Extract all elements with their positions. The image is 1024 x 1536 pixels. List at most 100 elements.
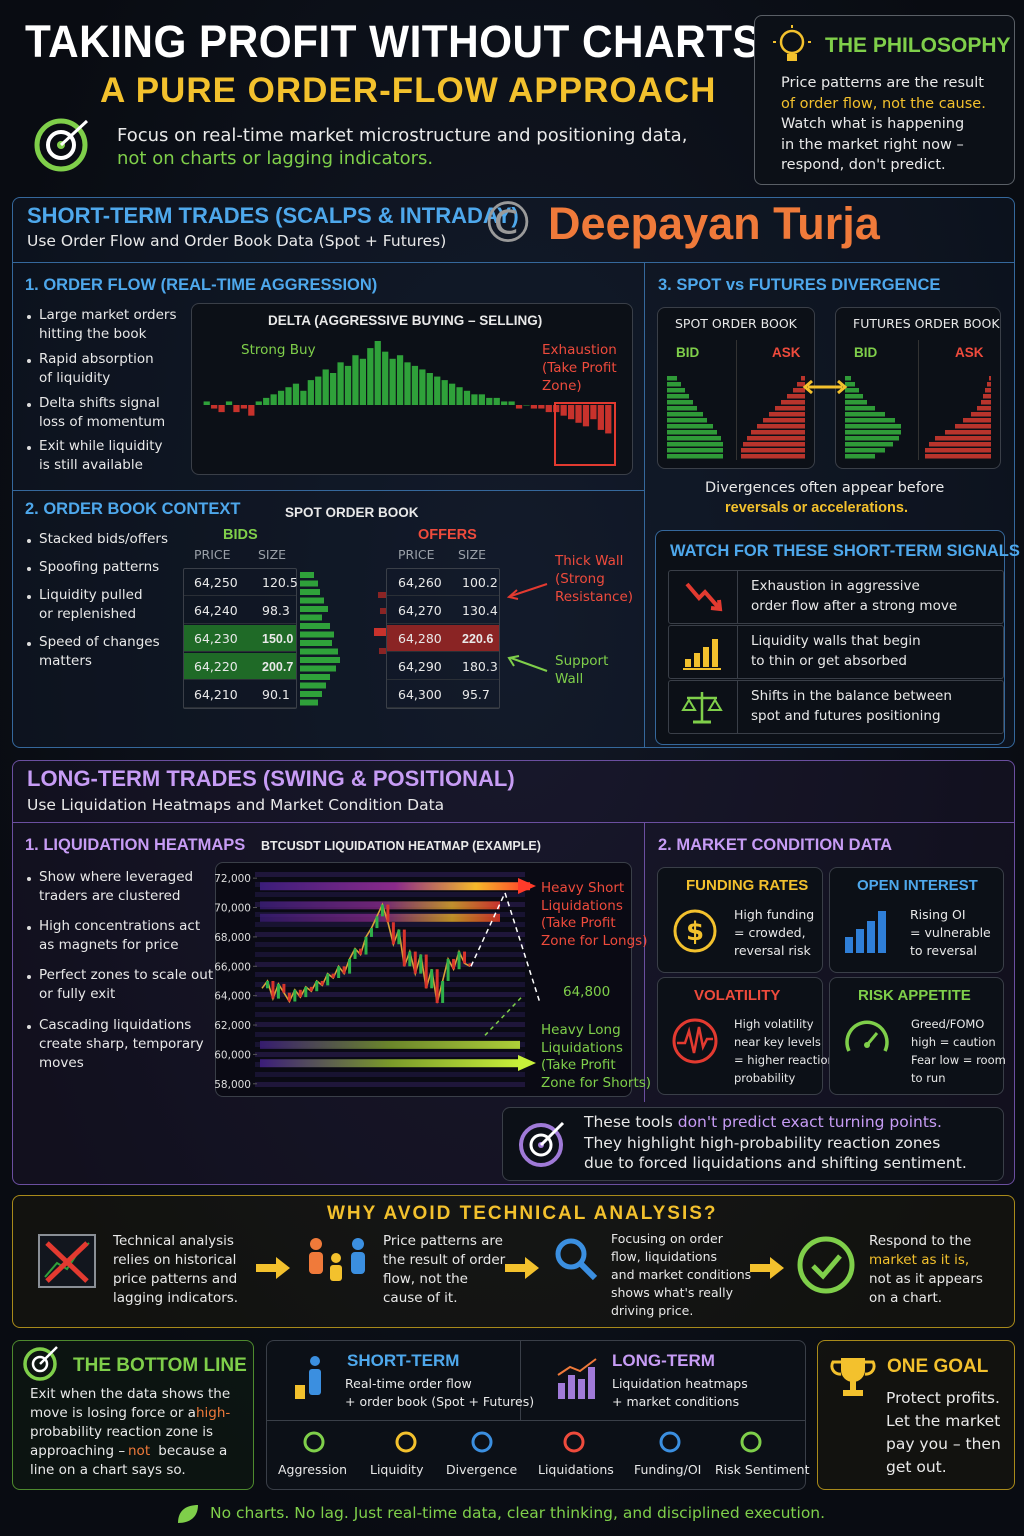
- bullet-text: Cascading liquidations: [39, 1017, 192, 1033]
- why-panel: [12, 1195, 1015, 1328]
- depth-illustration-part: [741, 454, 805, 459]
- bottom-line-text: probability reaction zone is: [30, 1424, 214, 1440]
- note-highlight: don't predict exact turning points.: [677, 1113, 942, 1131]
- market-title: VOLATILITY: [694, 987, 781, 1004]
- market-text: near key levels: [734, 1035, 821, 1049]
- signal-icon: [685, 582, 723, 612]
- heat-haze: [255, 982, 525, 987]
- bullet-dot: [27, 595, 31, 599]
- delta-bar: [277, 390, 285, 405]
- candle: [413, 951, 417, 974]
- delta-bar: [307, 380, 314, 405]
- watermark-name: Deepayan Turja: [548, 198, 880, 249]
- wall-annotation: Resistance): [555, 589, 634, 605]
- tag-icon: [659, 1431, 681, 1453]
- summary-text: Liquidation heatmaps: [612, 1376, 748, 1391]
- candle: [331, 973, 335, 979]
- note-text: They highlight high-probability reaction…: [584, 1134, 941, 1152]
- why-chart-icon: [38, 1234, 96, 1288]
- book-divider: [736, 340, 737, 460]
- bullet-text: Exit while liquidity: [39, 438, 163, 454]
- chart-annotation: Exhaustion: [542, 342, 617, 358]
- bid-depth-part: [300, 597, 324, 604]
- heat-haze: [255, 892, 525, 897]
- delta-bar: [337, 362, 344, 405]
- candle: [408, 951, 412, 967]
- heatmap-annotation: Zone for Longs): [541, 932, 648, 949]
- price-cell: 64,260: [398, 575, 442, 590]
- heat-haze: [255, 1072, 525, 1077]
- short-liquidation-band: [260, 882, 530, 891]
- why-chart-icon-part: [45, 1241, 89, 1283]
- why-check-icon-part: [797, 1236, 855, 1294]
- summary-text: + order book (Spot + Futures): [345, 1394, 535, 1409]
- candle: [315, 980, 319, 992]
- delta-bar: [411, 365, 419, 405]
- candle: [271, 980, 275, 999]
- focus-text: not on charts or lagging indicators.: [117, 148, 434, 169]
- projection: [484, 995, 524, 1036]
- depth-illustration-part: [845, 400, 867, 405]
- philosophy-title: THE PHILOSOPHY: [825, 34, 1011, 57]
- wall-arrow: [506, 583, 548, 600]
- wall-arrow-part: [510, 657, 548, 672]
- wall-arrow-part: [510, 583, 548, 597]
- heat-haze: [255, 952, 525, 957]
- ask-depth-part: [379, 648, 386, 654]
- depth-illustration-part: [741, 448, 805, 453]
- bullet-dot: [27, 642, 31, 646]
- watermark-symbol: ©: [480, 191, 536, 256]
- bid-label: BID: [854, 345, 878, 360]
- bullet-dot: [27, 446, 31, 450]
- heat-haze: [255, 1032, 525, 1037]
- ask-label: ASK: [955, 345, 984, 360]
- candle: [446, 958, 450, 981]
- delta-bar: [597, 405, 604, 430]
- price-cell: 64,240: [194, 603, 238, 618]
- bullet-text: hitting the book: [39, 326, 147, 342]
- table-row: [387, 681, 499, 708]
- divergence-arrow-part: [837, 379, 848, 395]
- why-people-icon-part: [330, 1265, 342, 1281]
- depth-illustration-part: [763, 418, 805, 423]
- long-icon-part: [557, 1358, 597, 1376]
- signal-divider: [737, 570, 738, 624]
- delta-bar: [478, 394, 485, 405]
- candle: [435, 969, 439, 1003]
- why-text: shows what's really: [611, 1285, 733, 1300]
- delta-bar: [567, 405, 575, 420]
- long-liquidation-band: [260, 1040, 520, 1049]
- why-arrow: [750, 1257, 784, 1279]
- depth-illustration-part: [981, 400, 991, 405]
- signal-icon-part: [681, 698, 723, 711]
- candle: [326, 973, 330, 986]
- market-icon-part: [867, 921, 875, 953]
- why-text: lagging indicators.: [113, 1290, 239, 1306]
- bid-depth-part: [300, 648, 338, 655]
- size-cell: 220.6: [462, 632, 494, 646]
- price-cell: 64,210: [194, 687, 238, 702]
- bullet-dot: [27, 926, 31, 930]
- chart-title: DELTA (AGGRESSIVE BUYING – SELLING): [268, 313, 543, 328]
- signals-title: WATCH FOR THESE SHORT-TERM SIGNALS: [670, 542, 1020, 560]
- table-row: [184, 597, 296, 624]
- market-text: = crowded,: [734, 925, 806, 940]
- market-text: probability: [734, 1071, 796, 1085]
- market-box: [657, 977, 823, 1095]
- subsection-title: 3. SPOT vs FUTURES DIVERGENCE: [658, 276, 941, 294]
- market-text: High funding: [734, 907, 815, 922]
- bottom-line-text: move is losing force or a: [30, 1405, 201, 1421]
- note-icon: [519, 1121, 565, 1167]
- bottom-line-title: THE BOTTOM LINE: [73, 1355, 247, 1376]
- why-arrow-part: [750, 1257, 784, 1279]
- market-text: = higher reaction: [734, 1053, 835, 1067]
- why-search-icon: [555, 1238, 598, 1281]
- bullet-text: Spoofing patterns: [39, 559, 160, 575]
- heat-haze: [255, 1002, 525, 1007]
- depth-illustration-part: [751, 430, 805, 435]
- market-text: reversal risk: [734, 943, 811, 958]
- delta-bar: [553, 405, 560, 413]
- candle: [282, 983, 286, 993]
- y-tick-label: 70,000: [214, 903, 251, 915]
- target-icon-part: [46, 130, 76, 160]
